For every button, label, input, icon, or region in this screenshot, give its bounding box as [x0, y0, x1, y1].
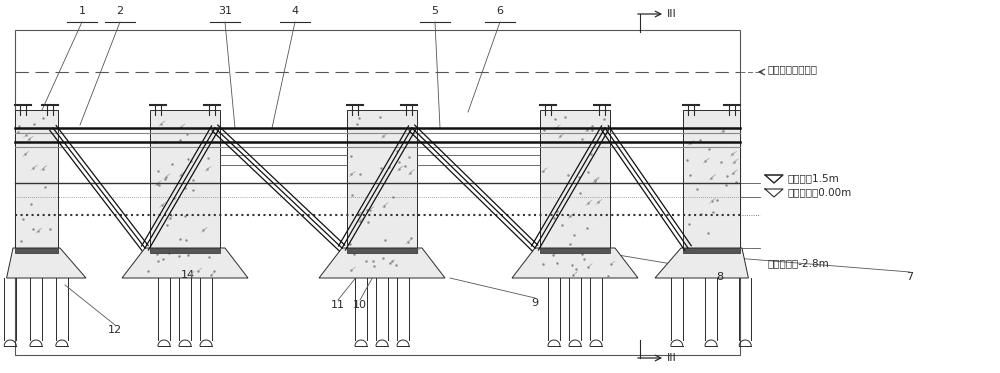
Text: 8: 8	[716, 272, 724, 282]
Text: 6: 6	[496, 6, 504, 16]
Bar	[683, 248, 740, 253]
Text: 1: 1	[78, 6, 86, 16]
Text: 11: 11	[331, 300, 345, 310]
Bar	[540, 248, 610, 253]
Bar	[347, 248, 417, 253]
Bar	[150, 248, 220, 253]
Text: 崩顶（盖梁底面）: 崩顶（盖梁底面）	[768, 64, 818, 74]
Bar	[683, 110, 740, 248]
Text: 2: 2	[116, 6, 124, 16]
Polygon shape	[122, 248, 248, 278]
Text: 14: 14	[181, 270, 195, 280]
Bar	[540, 110, 610, 248]
Text: 4: 4	[291, 6, 299, 16]
Text: 水面标高1.5m: 水面标高1.5m	[787, 173, 839, 183]
Polygon shape	[7, 248, 86, 278]
Text: III: III	[667, 9, 677, 19]
Bar	[150, 110, 220, 248]
Bar	[347, 110, 417, 248]
Bar	[15, 110, 58, 248]
Bar	[15, 248, 58, 253]
Text: 31: 31	[218, 6, 232, 16]
Polygon shape	[655, 248, 748, 278]
Text: 10: 10	[353, 300, 367, 310]
Text: 12: 12	[108, 325, 122, 335]
Bar	[15, 30, 740, 355]
Text: 7: 7	[906, 272, 914, 282]
Polygon shape	[319, 248, 445, 278]
Text: 9: 9	[531, 298, 539, 308]
Text: 河床顶标高0.00m: 河床顶标高0.00m	[787, 187, 851, 197]
Text: 5: 5	[432, 6, 438, 16]
Text: 承台顶标高-2.8m: 承台顶标高-2.8m	[768, 258, 830, 268]
Text: III: III	[667, 353, 677, 363]
Polygon shape	[512, 248, 638, 278]
